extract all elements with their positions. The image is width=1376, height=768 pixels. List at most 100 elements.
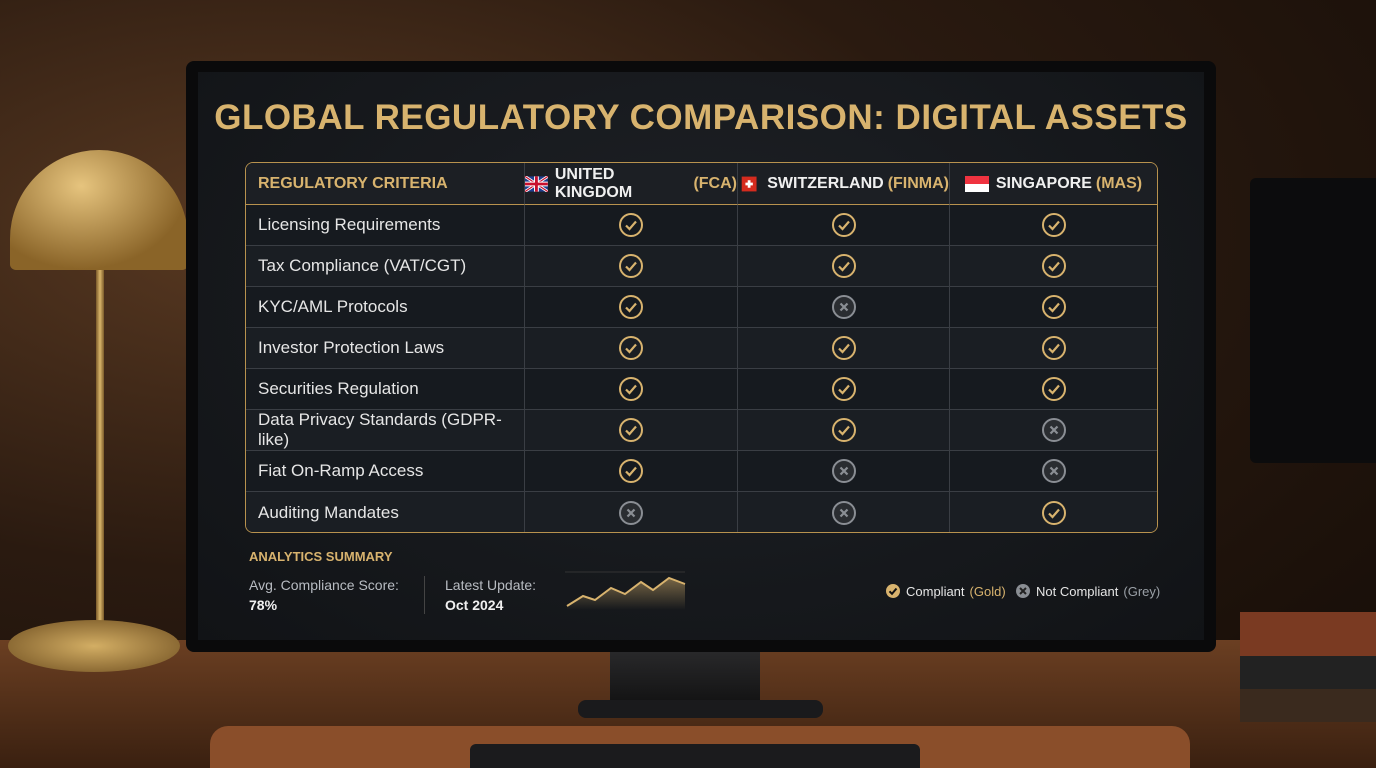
status-cell <box>525 410 738 451</box>
books <box>1240 612 1376 722</box>
header-cell: UNITED KINGDOM (FCA) <box>525 163 738 205</box>
country: SWITZERLAND <box>767 174 884 192</box>
regulator: (MAS) <box>1095 174 1143 192</box>
legend-text: Not Compliant <box>1036 583 1119 599</box>
monitor-base <box>578 700 823 718</box>
criteria: Tax Compliance (VAT/CGT) <box>258 256 467 275</box>
criteria-cell: Securities Regulation <box>246 369 525 410</box>
update-label: Latest Update: <box>445 577 537 593</box>
criteria: Investor Protection Laws <box>258 338 445 357</box>
compliant-icon <box>619 254 643 278</box>
compliant-icon <box>831 213 856 237</box>
status-cell <box>950 246 1157 287</box>
header-text: REGULATORY CRITERIA <box>258 174 448 192</box>
status-cell <box>950 492 1157 532</box>
status-cell <box>738 246 950 287</box>
legend-icon <box>886 584 900 598</box>
status-cell <box>525 287 738 328</box>
status-cell <box>738 328 950 369</box>
compliant-icon <box>831 418 856 442</box>
monitor-stand <box>610 648 760 708</box>
score-label: Avg. Compliance Score: <box>249 577 399 593</box>
comparison-table: REGULATORY CRITERIA UNITED KINGDOM (FCA) SW… <box>245 162 1158 533</box>
criteria-cell: Fiat On-Ramp Access <box>246 451 525 492</box>
not-compliant-icon <box>1041 418 1066 442</box>
status-cell <box>525 492 738 532</box>
compliant-icon <box>619 295 643 319</box>
header-cell: SWITZERLAND (FINMA) <box>738 163 950 205</box>
status-cell <box>738 369 950 410</box>
status-cell <box>525 369 738 410</box>
title: GLOBAL REGULATORY COMPARISON: DIGITAL AS… <box>214 98 1188 137</box>
status-cell <box>738 492 950 532</box>
criteria: Auditing Mandates <box>258 502 399 522</box>
status-cell <box>738 410 950 451</box>
status-cell <box>738 451 950 492</box>
status-cell <box>950 410 1157 451</box>
status-cell <box>950 287 1157 328</box>
criteria-cell: Tax Compliance (VAT/CGT) <box>246 246 525 287</box>
criteria-cell: Investor Protection Laws <box>246 328 525 369</box>
criteria: KYC/AML Protocols <box>258 297 408 316</box>
lamp-pole <box>96 270 104 630</box>
not-compliant-icon <box>619 500 643 525</box>
status-cell <box>525 246 738 287</box>
criteria: Licensing Requirements <box>258 215 441 234</box>
legend-color: (Grey) <box>1123 583 1161 599</box>
compliant-icon <box>1041 500 1066 525</box>
compliant-icon <box>831 254 856 278</box>
status-cell <box>525 451 738 492</box>
compliant-icon <box>619 377 643 401</box>
criteria-cell: Licensing Requirements <box>246 205 525 246</box>
criteria: Data Privacy Standards (GDPR-like) <box>258 410 502 449</box>
criteria-cell: Data Privacy Standards (GDPR-like) <box>246 410 525 451</box>
criteria: Fiat On-Ramp Access <box>258 461 424 480</box>
criteria: Securities Regulation <box>258 379 419 398</box>
compliant-icon <box>1041 254 1066 278</box>
status-cell <box>738 287 950 328</box>
compliant-icon <box>619 213 643 237</box>
header-cell: SINGAPORE (MAS) <box>950 163 1157 205</box>
keyboard <box>470 744 920 768</box>
spark-line <box>566 576 686 607</box>
flag <box>741 176 757 191</box>
legend-compliant: Compliant (Gold) <box>885 583 1006 599</box>
status-cell <box>950 328 1157 369</box>
criteria-cell: Auditing Mandates <box>246 492 525 532</box>
compliant-icon <box>1041 377 1066 401</box>
score: 78% <box>249 597 278 613</box>
status-cell <box>950 369 1157 410</box>
flag <box>525 175 548 192</box>
criteria-cell: KYC/AML Protocols <box>246 287 525 328</box>
not-compliant-icon <box>831 500 856 525</box>
compliant-icon <box>1041 213 1066 237</box>
lamp-shade <box>10 150 188 270</box>
legend-icon <box>1016 584 1030 598</box>
not-compliant-icon <box>831 459 856 483</box>
country: UNITED KINGDOM <box>554 165 633 201</box>
compliant-icon <box>1041 295 1066 319</box>
regulator: (FINMA) <box>887 174 949 192</box>
compliant-icon <box>831 377 856 401</box>
regulator: (FCA) <box>693 174 737 192</box>
flag <box>964 175 989 192</box>
not-compliant-icon <box>831 295 856 319</box>
lamp-base <box>8 620 180 672</box>
status-cell <box>950 205 1157 246</box>
compliant-icon <box>1041 336 1066 360</box>
compliant-icon <box>619 336 643 360</box>
compliant-icon <box>619 418 643 442</box>
status-cell <box>525 205 738 246</box>
compliant-icon <box>831 336 856 360</box>
legend-color: (Gold) <box>969 583 1006 599</box>
summary-heading: ANALYTICS SUMMARY <box>249 549 393 564</box>
sparkline <box>565 571 686 610</box>
not-compliant-icon <box>1041 459 1066 483</box>
status-cell <box>950 451 1157 492</box>
status-cell <box>525 328 738 369</box>
side-monitor <box>1250 178 1376 463</box>
update: Oct 2024 <box>445 597 504 613</box>
divider <box>424 576 425 614</box>
legend-not-compliant: Not Compliant (Grey) <box>1015 583 1160 599</box>
